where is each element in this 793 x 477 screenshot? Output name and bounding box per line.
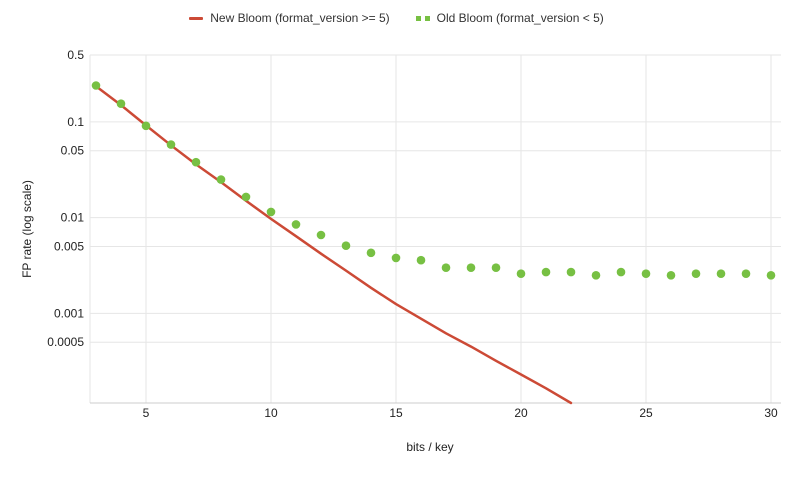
data-point-old-bloom	[191, 157, 201, 167]
x-tick-label: 15	[389, 406, 403, 420]
x-tick-label: 25	[639, 406, 653, 420]
y-tick-label: 0.005	[54, 239, 84, 253]
x-tick-label: 10	[264, 406, 278, 420]
series-line-new-bloom	[94, 84, 573, 405]
data-point-old-bloom	[766, 271, 776, 280]
data-point-old-bloom	[266, 207, 276, 217]
data-point-old-bloom	[541, 267, 551, 277]
data-point-old-bloom	[516, 269, 526, 279]
data-point-old-bloom	[716, 269, 726, 279]
x-tick-label: 5	[143, 406, 150, 420]
data-point-old-bloom	[316, 230, 326, 240]
data-point-old-bloom	[241, 192, 251, 202]
x-axis-title: bits / key	[406, 440, 454, 454]
data-point-old-bloom	[366, 248, 376, 258]
data-point-old-bloom	[341, 241, 351, 250]
data-point-old-bloom	[166, 140, 176, 149]
data-point-old-bloom	[491, 263, 501, 273]
y-tick-label: 0.0005	[47, 335, 84, 349]
data-point-old-bloom	[291, 220, 301, 229]
y-tick-label: 0.001	[54, 306, 84, 320]
data-point-old-bloom	[441, 263, 451, 273]
data-point-old-bloom	[691, 269, 701, 279]
data-point-old-bloom	[91, 81, 101, 90]
y-tick-label: 0.1	[67, 115, 84, 129]
data-point-old-bloom	[591, 271, 601, 280]
x-tick-label: 30	[764, 406, 778, 420]
y-axis-title: FP rate (log scale)	[20, 180, 34, 278]
data-point-old-bloom	[141, 121, 151, 131]
x-tick-label: 20	[514, 406, 528, 420]
data-point-old-bloom	[416, 255, 426, 265]
y-tick-label: 0.5	[67, 48, 84, 62]
data-point-old-bloom	[116, 99, 126, 108]
data-point-old-bloom	[391, 253, 401, 263]
data-point-old-bloom	[641, 269, 651, 279]
data-point-old-bloom	[216, 175, 226, 184]
y-tick-label: 0.01	[61, 211, 85, 225]
data-point-old-bloom	[666, 271, 676, 280]
y-tick-label: 0.05	[61, 144, 85, 158]
data-point-old-bloom	[616, 267, 626, 277]
data-point-old-bloom	[566, 267, 576, 277]
data-point-old-bloom	[741, 269, 751, 279]
data-point-old-bloom	[466, 263, 476, 273]
